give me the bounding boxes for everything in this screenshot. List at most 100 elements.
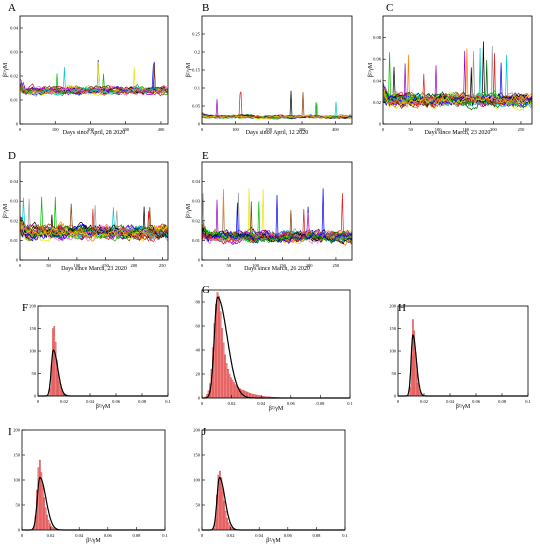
y-tick-label: 0 (16, 122, 19, 127)
histogram-bar (226, 517, 228, 531)
x-tick-label: 200 (265, 127, 273, 132)
y-axis-label: β²/γM (186, 203, 192, 218)
histogram-bar (221, 328, 223, 399)
x-tick-label: 0 (201, 263, 204, 268)
y-tick-label: 50 (392, 371, 397, 376)
y-tick-label: 0 (379, 122, 382, 127)
x-axis-label: Days since March, 23 2020 (425, 130, 491, 136)
x-tick-label: 0.1 (342, 533, 348, 538)
chart-a: 0 100 200 300 400 0 0.01 0.02 0.03 0.04 Days since… (3, 15, 169, 136)
histogram-bar (219, 311, 222, 399)
x-tick-label: 0.06 (284, 533, 293, 538)
x-tick-label: 0.08 (498, 399, 507, 404)
y-tick-label: 50 (32, 371, 37, 376)
x-tick-label: 0.06 (287, 401, 296, 406)
y-tick-label: 0.03 (10, 199, 19, 204)
y-tick-label: 0.05 (192, 104, 201, 109)
x-tick-label: 0.04 (257, 401, 266, 406)
x-tick-label: 150 (102, 263, 110, 268)
series-line (20, 64, 168, 95)
x-axis-label: β²/γM (96, 404, 111, 410)
x-tick-label: 0 (19, 263, 22, 268)
y-tick-label: 0.1 (194, 86, 200, 91)
y-tick-label: 80 (196, 300, 201, 305)
y-tick-label: 0 (198, 122, 201, 127)
panel-d: D 0 50 100 150 200 250 0 0.01 0.02 0.03 0.04 Days s… (0, 148, 180, 278)
y-axis-label: β²/γM (368, 62, 374, 77)
x-tick-label: 0.02 (228, 401, 236, 406)
x-tick-label: 0.04 (255, 533, 264, 538)
chart-g: 0 0.02 0.04 0.06 0.08 0.1 0 20 40 60 80 β²/γM (196, 289, 353, 412)
x-tick-label: 0.04 (86, 399, 95, 404)
series-line (202, 193, 352, 245)
x-tick-label: 150 (279, 263, 287, 268)
histogram-bar (227, 369, 229, 399)
histogram-bar (227, 522, 230, 531)
x-tick-label: 0.08 (138, 399, 147, 404)
histogram-bar (234, 384, 237, 399)
y-tick-label: 0.03 (10, 50, 19, 55)
series-line (20, 222, 168, 240)
y-tick-label: 100 (193, 478, 201, 483)
x-tick-label: 0.1 (347, 401, 353, 406)
y-tick-label: 150 (29, 326, 37, 331)
histogram-bar (235, 385, 238, 399)
plot-frame (382, 15, 533, 125)
y-tick-label: 0.2 (194, 50, 200, 55)
series-line (383, 92, 532, 107)
histogram-bar (52, 328, 54, 397)
x-tick-label: 0 (201, 533, 204, 538)
x-axis-label: Days since April, 28 2020 (63, 130, 126, 136)
y-tick-label: 40 (196, 348, 201, 353)
x-axis-label: Days since April, 12 2020 (246, 130, 309, 136)
x-tick-label: 200 (490, 127, 498, 132)
x-tick-label: 50 (227, 263, 232, 268)
series-line (20, 66, 168, 96)
histogram-bar (43, 497, 46, 531)
histogram-bar (216, 292, 219, 399)
y-tick-label: 0 (198, 258, 201, 263)
bars-group (204, 292, 293, 399)
histogram-bar (220, 477, 223, 531)
y-tick-label: 0.06 (373, 57, 382, 62)
y-tick-label: 200 (389, 304, 397, 309)
x-tick-label: 0 (382, 127, 385, 132)
y-tick-label: 0 (18, 528, 21, 533)
bars-group (48, 326, 71, 397)
histogram-bar (223, 500, 226, 531)
histogram-bar (219, 470, 221, 531)
y-tick-label: 0.04 (10, 26, 19, 31)
x-tick-label: 0.06 (104, 533, 113, 538)
y-tick-label: 150 (193, 453, 201, 458)
plot-frame (201, 289, 351, 399)
panel-b: B 0 100 200 300 400 0 0.05 0.1 0.15 0.2 0.25 Days s… (180, 0, 360, 140)
x-tick-label: 0.02 (47, 533, 55, 538)
y-tick-label: 0.02 (373, 100, 381, 105)
chart-j: 0 0.02 0.04 0.06 0.08 0.1 0 50 100 150 200 β²/γM (193, 428, 348, 545)
histogram-bar (412, 319, 414, 397)
histogram-bar (224, 510, 227, 531)
series-line (20, 83, 168, 95)
y-tick-label: 0.01 (192, 238, 200, 243)
x-tick-label: 0 (397, 399, 400, 404)
y-tick-label: 50 (196, 503, 201, 508)
x-tick-label: 0 (21, 533, 24, 538)
series-group (20, 59, 168, 97)
y-tick-label: 0.04 (10, 179, 19, 184)
panel-a: A 0 100 200 300 400 0 0.01 0.02 0.03 0.04 Days sin… (0, 0, 180, 140)
x-tick-label: 0.1 (525, 399, 531, 404)
panel-h: H 0 0.02 0.04 0.06 0.08 0.1 0 50 100 150 200 β²/γM (360, 300, 540, 415)
histogram-bar (37, 467, 40, 531)
y-tick-label: 0.04 (373, 78, 382, 83)
x-tick-label: 0 (201, 401, 204, 406)
y-tick-label: 0.15 (192, 68, 201, 73)
x-axis-label: Days since March, 26 2020 (244, 266, 310, 272)
chart-e: 0 50 100 150 200 250 0 0.01 0.02 0.03 0.04 Days sin… (186, 161, 353, 272)
x-axis-label: β²/γM (86, 538, 101, 544)
panel-letter: A (8, 2, 16, 14)
series-line (383, 90, 532, 110)
series-line (20, 84, 168, 95)
series-line (202, 91, 352, 119)
y-tick-label: 100 (389, 349, 397, 354)
histogram-bar (229, 377, 232, 399)
